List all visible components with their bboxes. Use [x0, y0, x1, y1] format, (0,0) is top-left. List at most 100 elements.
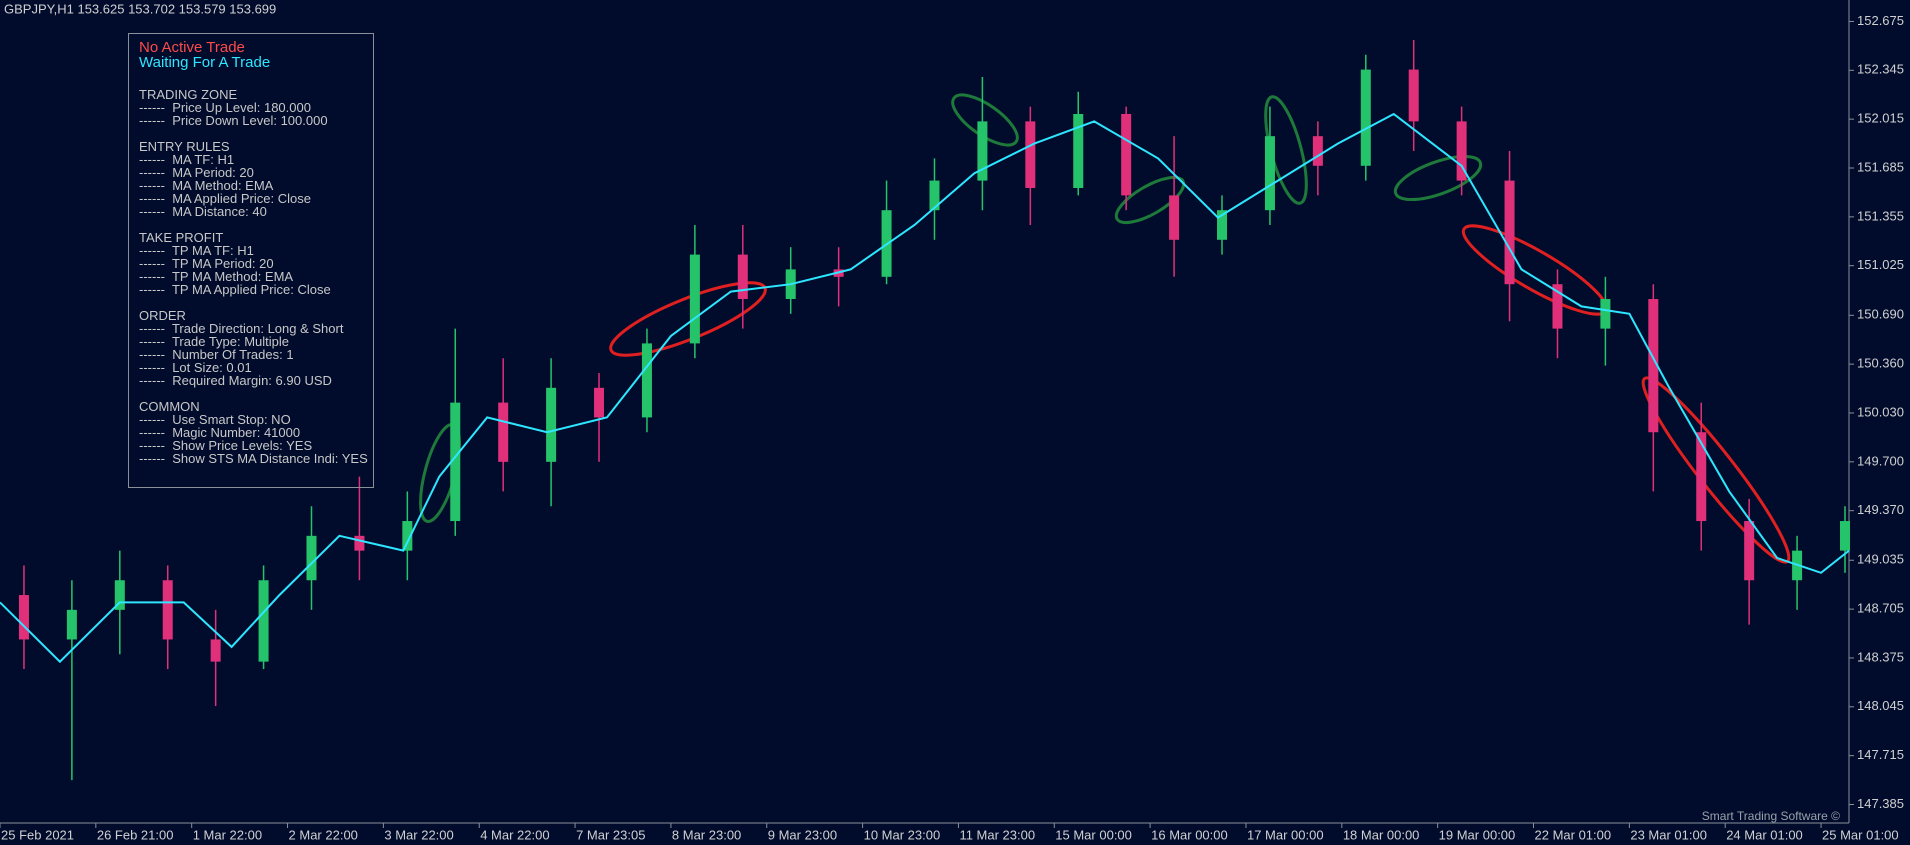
section-title: COMMON: [139, 399, 200, 414]
x-tick-label: 16 Mar 00:00: [1151, 827, 1228, 842]
x-tick-label: 25 Mar 01:00: [1822, 827, 1899, 842]
x-tick-label: 2 Mar 22:00: [289, 827, 358, 842]
section-item: ------ MA Period: 20: [139, 165, 254, 180]
y-tick-label: 148.705: [1857, 601, 1904, 616]
section-item: ------ MA Distance: 40: [139, 204, 267, 219]
y-tick-label: 148.375: [1857, 649, 1904, 664]
section-item: ------ TP MA Method: EMA: [139, 269, 294, 284]
x-tick-label: 18 Mar 00:00: [1343, 827, 1420, 842]
trade-status: No Active Trade: [139, 39, 245, 56]
section-item: ------ Use Smart Stop: NO: [139, 412, 291, 427]
y-tick-label: 149.035: [1857, 552, 1904, 567]
section-item: ------ Price Down Level: 100.000: [139, 113, 328, 128]
y-tick-label: 152.015: [1857, 111, 1904, 126]
x-tick-label: 1 Mar 22:00: [193, 827, 262, 842]
candle-body: [1264, 136, 1275, 211]
candle-body: [114, 580, 125, 610]
x-tick-label: 15 Mar 00:00: [1055, 827, 1132, 842]
candle-body: [306, 535, 317, 581]
section-item: ------ Price Up Level: 180.000: [139, 100, 311, 115]
candle-body: [1504, 180, 1515, 285]
candle-body: [258, 580, 269, 662]
y-tick-label: 147.715: [1857, 747, 1904, 762]
chart-title: GBPJPY,H1 153.625 153.702 153.579 153.69…: [4, 1, 276, 16]
y-tick-label: 149.700: [1857, 453, 1904, 468]
section-title: ORDER: [139, 308, 186, 323]
section-item: ------ MA Method: EMA: [139, 178, 274, 193]
ma-line: [0, 112, 1850, 664]
candle-body: [737, 254, 748, 300]
section-item: ------ Magic Number: 41000: [139, 425, 301, 440]
x-tick-label: 19 Mar 00:00: [1439, 827, 1516, 842]
x-tick-label: 17 Mar 00:00: [1247, 827, 1324, 842]
y-tick-label: 151.685: [1857, 159, 1904, 174]
candle-body: [1217, 210, 1228, 240]
section-title: ENTRY RULES: [139, 139, 230, 154]
candle-body: [66, 609, 77, 640]
panel-section: ORDER ------ Trade Direction: Long & Shor…: [139, 309, 373, 387]
section-item: ------ Show STS MA Distance Indi: YES: [139, 451, 368, 466]
section-item: ------ Number Of Trades: 1: [139, 347, 294, 362]
y-tick-label: 150.690: [1857, 307, 1904, 322]
trade-zone-ellipse: [951, 93, 1019, 147]
section-item: ------ TP MA TF: H1: [139, 243, 254, 258]
panel-section: TAKE PROFIT ------ TP MA TF: H1 ------ TP …: [139, 231, 373, 296]
candle-body: [210, 639, 221, 662]
x-tick-label: 24 Mar 01:00: [1726, 827, 1803, 842]
x-tick-label: 9 Mar 23:00: [768, 827, 837, 842]
section-item: ------ MA TF: H1: [139, 152, 235, 167]
x-tick-label: 3 Mar 22:00: [384, 827, 453, 842]
x-tick-label: 22 Mar 01:00: [1535, 827, 1612, 842]
candle-body: [450, 402, 461, 522]
section-item: ------ MA Applied Price: Close: [139, 191, 311, 206]
panel-section: COMMON ------ Use Smart Stop: NO ------ Ma…: [139, 400, 373, 465]
y-tick-label: 147.385: [1857, 796, 1904, 811]
annotations: [419, 93, 1791, 564]
candle-body: [1169, 195, 1180, 240]
x-tick-label: 25 Feb 2021: [1, 827, 74, 842]
x-tick-label: 10 Mar 23:00: [864, 827, 941, 842]
candle-body: [162, 580, 173, 640]
candle-body: [641, 343, 652, 418]
candle-body: [18, 595, 29, 640]
section-title: TRADING ZONE: [139, 87, 238, 102]
section-item: ------ Lot Size: 0.01: [139, 360, 252, 375]
panel-section: ENTRY RULES ------ MA TF: H1 ------ MA Per…: [139, 140, 373, 218]
x-tick-label: 8 Mar 23:00: [672, 827, 741, 842]
y-tick-label: 151.025: [1857, 257, 1904, 272]
candle-body: [1744, 521, 1755, 581]
candle-body: [1025, 121, 1036, 188]
y-tick-label: 149.370: [1857, 502, 1904, 517]
x-tick-label: 26 Feb 21:00: [97, 827, 174, 842]
candle-body: [1600, 299, 1611, 329]
candle-body: [1840, 521, 1851, 551]
candle-body: [1552, 284, 1563, 329]
candle-body: [1312, 136, 1323, 166]
candle-body: [354, 535, 365, 551]
candle-body: [977, 121, 988, 181]
y-tick-label: 150.030: [1857, 404, 1904, 419]
x-tick-label: 4 Mar 22:00: [480, 827, 549, 842]
candle-body: [929, 180, 940, 211]
x-tick-label: 23 Mar 01:00: [1630, 827, 1707, 842]
x-tick-label: 7 Mar 23:05: [576, 827, 645, 842]
panel-section: TRADING ZONE ------ Price Up Level: 180.0…: [139, 88, 373, 127]
y-tick-label: 152.345: [1857, 62, 1904, 77]
trade-zone-ellipse: [1461, 224, 1609, 316]
section-item: ------ Trade Type: Multiple: [139, 334, 290, 349]
watermark: Smart Trading Software ©: [1702, 809, 1840, 823]
candle-body: [1360, 69, 1371, 166]
section-title: TAKE PROFIT: [139, 230, 224, 245]
trade-state: Waiting For A Trade: [139, 54, 271, 71]
y-tick-label: 151.355: [1857, 208, 1904, 223]
trade-zone-ellipse: [1114, 175, 1186, 225]
y-tick-label: 152.675: [1857, 13, 1904, 28]
section-item: ------ Required Margin: 6.90 USD: [139, 373, 332, 388]
section-item: ------ TP MA Period: 20: [139, 256, 274, 271]
section-item: ------ Show Price Levels: YES: [139, 438, 313, 453]
trade-zone-ellipse: [1393, 154, 1483, 202]
candle-body: [1121, 113, 1132, 196]
x-tick-label: 11 Mar 23:00: [959, 827, 1035, 842]
